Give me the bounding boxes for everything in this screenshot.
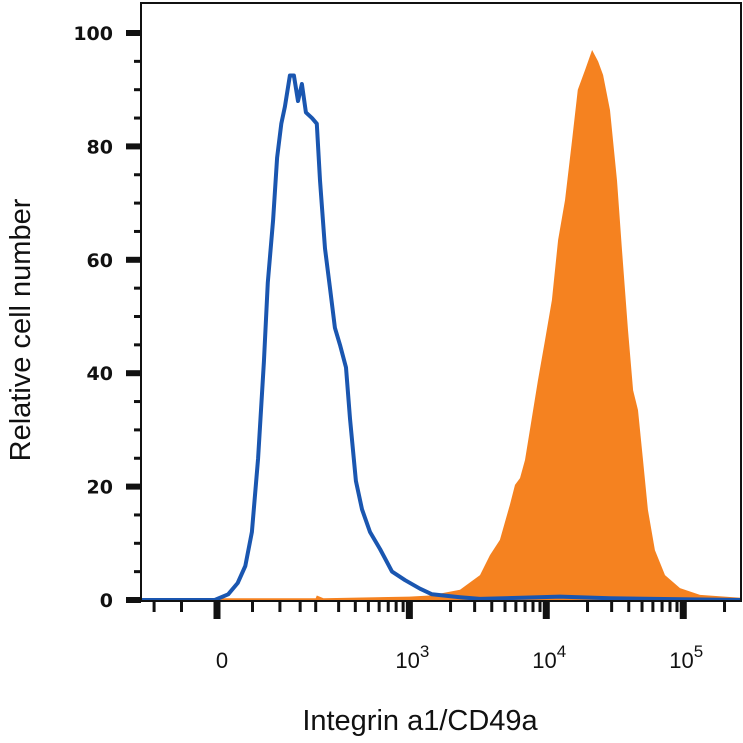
y-tick-label: 20 (87, 477, 113, 499)
x-tick-label: 105 (669, 642, 703, 673)
y-tick-label: 100 (73, 23, 113, 45)
plot-border (140, 2, 742, 602)
y-tick-label: 60 (87, 250, 113, 272)
y-tick-label: 0 (100, 590, 113, 612)
series-0-area (141, 50, 741, 600)
y-axis: 0 20 40 60 80 100 (73, 23, 141, 612)
series-1-line (141, 73, 741, 602)
x-tick-label: 103 (395, 642, 429, 673)
x-axis-title: Integrin a1/CD49a (302, 705, 538, 737)
plot-frame (140, 2, 742, 602)
y-axis-title: Relative cell number (5, 198, 37, 461)
x-tick-label: 0 (216, 648, 228, 673)
series-layer (141, 50, 741, 602)
x-tick-label: 104 (532, 642, 566, 673)
y-tick-label: 80 (87, 136, 113, 158)
y-tick-label: 40 (87, 363, 113, 385)
x-axis: 0 103 104 105 (152, 602, 727, 673)
